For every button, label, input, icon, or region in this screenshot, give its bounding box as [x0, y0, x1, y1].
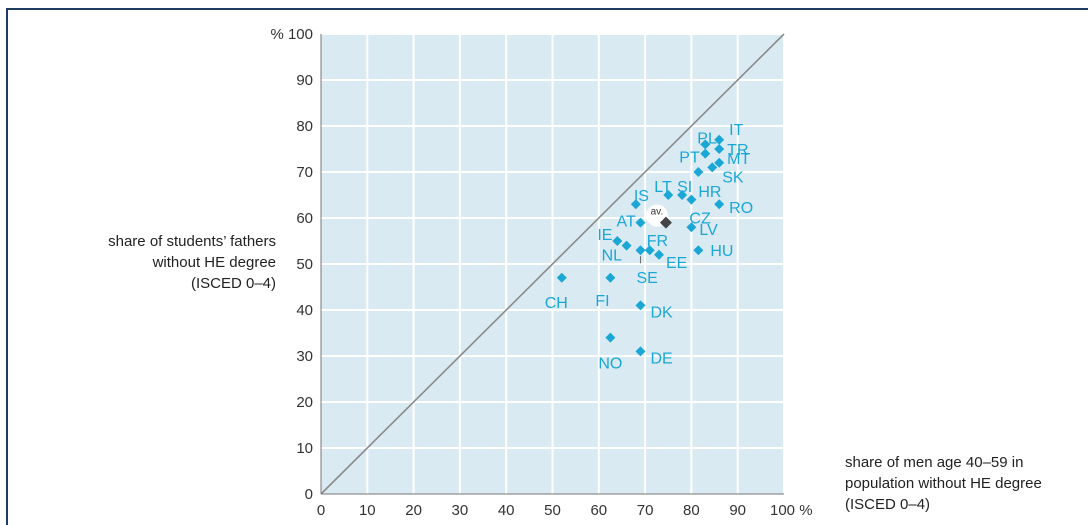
data-point-se: [635, 245, 646, 256]
data-point-dk: [635, 300, 646, 311]
data-point-sk: [707, 162, 718, 173]
average-label: av.: [651, 207, 664, 218]
data-point-ie: [612, 236, 623, 246]
point-label-hr: HR: [698, 184, 721, 201]
point-label-is: IS: [634, 188, 649, 205]
data-point-pt: [700, 148, 711, 159]
point-label-hu: HU: [710, 243, 733, 260]
point-label-ee: EE: [666, 255, 687, 272]
point-label-it: IT: [729, 122, 743, 139]
diagonal-line: [320, 33, 785, 495]
point-label-ie: IE: [597, 227, 612, 244]
data-point-ro: [714, 199, 725, 210]
point-label-at: AT: [616, 214, 635, 231]
x-axis-label-line-3: (ISCED 0–4): [845, 496, 931, 513]
chart-frame: [6, 8, 1088, 525]
y-axis-label: share of students’ fathers without HE de…: [108, 231, 276, 294]
data-point-tr: [714, 144, 725, 154]
y-tick-label: 20: [296, 394, 313, 411]
x-tick-label: 80: [683, 502, 700, 519]
average-point: [659, 216, 672, 229]
data-point-ch: [556, 272, 567, 283]
data-point-mt: [714, 157, 725, 168]
data-point-no: [605, 332, 616, 343]
x-axis-label: share of men age 40–59 in population wit…: [845, 452, 1042, 515]
x-tick-label: 40: [498, 502, 515, 519]
data-point-de: [635, 346, 646, 357]
point-label-sk: SK: [722, 169, 744, 186]
data-point-nl: [621, 240, 632, 251]
x-tick-label: 10: [359, 502, 376, 519]
point-label-fr: FR: [647, 233, 668, 250]
data-point-fi: [605, 272, 616, 283]
point-label-tr: TR: [727, 142, 748, 159]
point-label-no: NO: [598, 356, 622, 373]
x-tick-label: 90: [729, 502, 746, 519]
data-point-at: [635, 217, 646, 228]
point-label-lv: LV: [699, 222, 718, 239]
data-point-hu: [693, 245, 704, 256]
y-axis-label-line-1: share of students’ fathers: [108, 233, 276, 250]
point-label-lt: LT: [654, 179, 672, 196]
data-point-it: [714, 134, 725, 145]
data-point-pl: [700, 139, 711, 150]
data-point-lt: [663, 190, 674, 200]
data-point-cz: [686, 194, 697, 205]
y-tick-label: 30: [296, 348, 313, 365]
x-tick-labels: 0 10 20 30 40 50 60 70 80 90 100 %: [317, 502, 813, 519]
y-tick-label: 80: [296, 118, 313, 135]
data-point-is: [630, 199, 641, 210]
x-axis-label-line-1: share of men age 40–59 in: [845, 454, 1024, 471]
point-label-mt: MT: [727, 151, 750, 168]
data-point-lv: [686, 222, 697, 233]
y-tick-label: 60: [296, 210, 313, 227]
point-label-dk: DK: [650, 304, 673, 321]
data-point-ee: [653, 249, 664, 260]
grid: [321, 33, 785, 494]
y-axis-label-line-2: without HE degree: [152, 254, 276, 271]
point-label-se: SE: [636, 270, 657, 287]
point-label-cz: CZ: [689, 211, 711, 228]
y-tick-label: 40: [296, 302, 313, 319]
x-tick-label: 70: [637, 502, 654, 519]
point-label-ch: CH: [545, 295, 568, 312]
x-tick-label: 60: [590, 502, 607, 519]
data-point-si: [677, 190, 688, 200]
x-tick-label: 30: [452, 502, 469, 519]
point-label-ro: RO: [729, 200, 753, 217]
x-tick-label: 20: [405, 502, 422, 519]
point-label-pt: PT: [679, 150, 700, 167]
data-point-fr: [644, 245, 655, 256]
point-label-fi: FI: [595, 293, 609, 310]
point-label-si: SI: [677, 179, 692, 196]
y-tick-label: 0: [305, 486, 313, 503]
point-label-pl: PL: [697, 130, 717, 147]
y-tick-labels: 0 10 20 30 40 50 60 70 80 90 % 100: [270, 26, 313, 503]
y-tick-label: 50: [296, 256, 313, 273]
y-tick-label: 70: [296, 164, 313, 181]
x-tick-label: 100 %: [770, 502, 813, 519]
y-tick-label: % 100: [270, 26, 313, 43]
y-tick-label: 90: [296, 72, 313, 89]
y-tick-label: 10: [296, 440, 313, 457]
x-tick-label: 0: [317, 502, 325, 519]
point-label-de: DE: [650, 350, 672, 367]
x-tick-label: 50: [544, 502, 561, 519]
average-marker: av.: [645, 204, 672, 229]
x-axis-label-line-2: population without HE degree: [845, 475, 1042, 492]
data-point-hr: [693, 167, 704, 177]
y-axis-label-line-3: (ISCED 0–4): [190, 275, 276, 292]
point-label-nl: NL: [602, 248, 623, 265]
